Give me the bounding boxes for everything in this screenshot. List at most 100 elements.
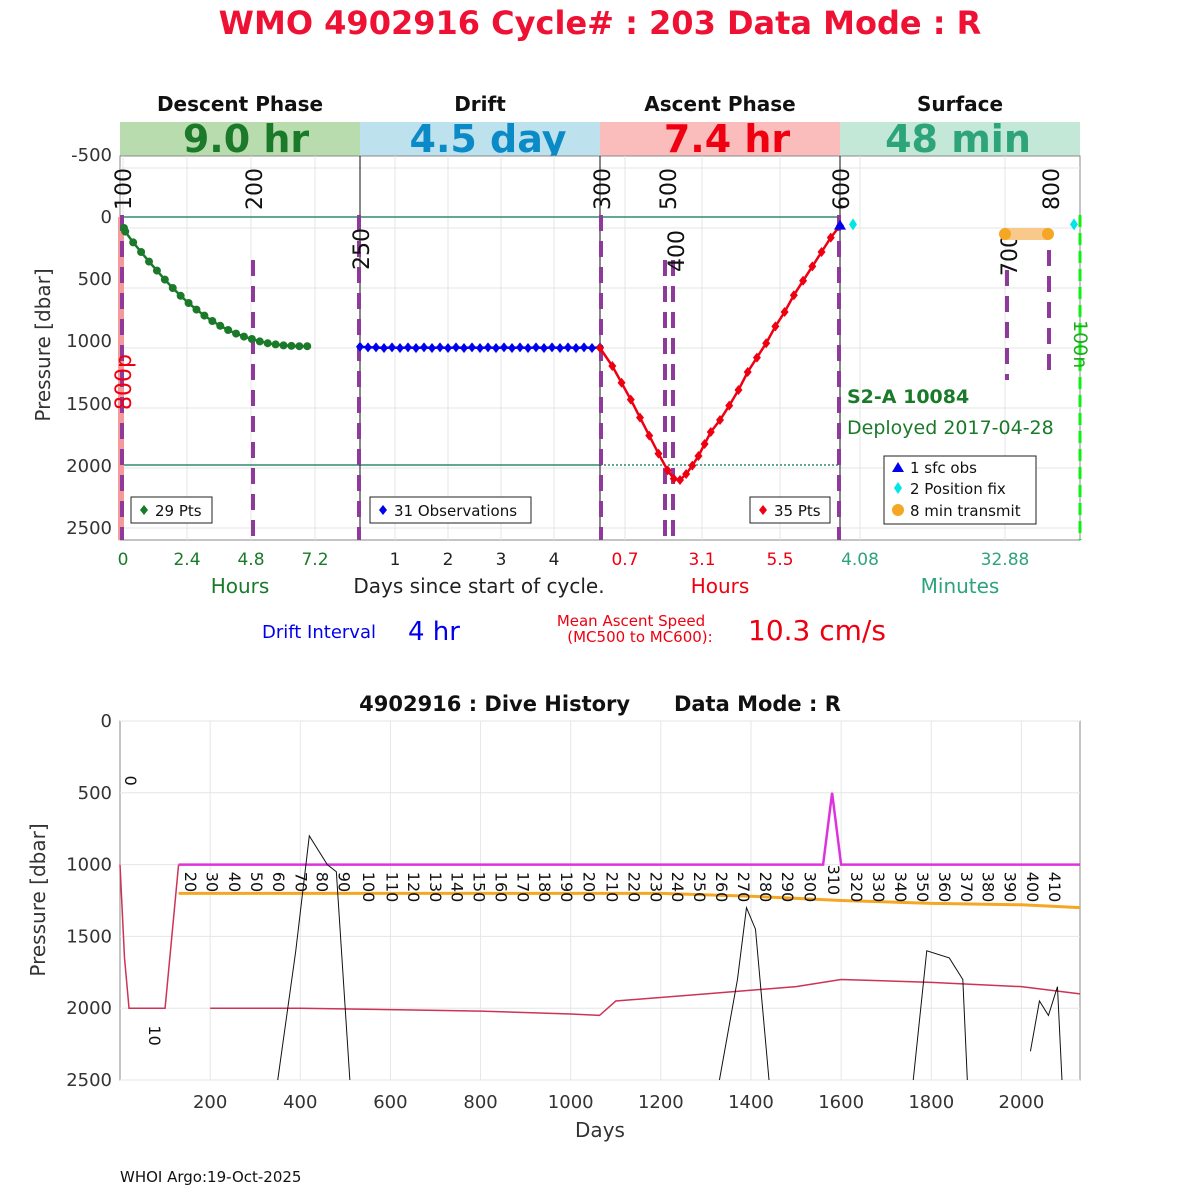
cycle-label: 90 (335, 872, 354, 892)
data-point (548, 342, 556, 353)
data-point (752, 352, 761, 363)
cycle-label: 250 (690, 872, 709, 903)
history-line (912, 950, 968, 1081)
drift-legend-text: 31 Observations (394, 502, 517, 520)
dive-history-xlabel: Days (575, 1118, 625, 1142)
data-point (184, 299, 193, 307)
x-tick-descent: 0 (118, 550, 129, 570)
data-point (364, 342, 372, 353)
data-point (271, 340, 280, 349)
history-line (210, 978, 1081, 1017)
cycle-label: 260 (712, 872, 731, 903)
xlabel-surface: Minutes (921, 574, 1000, 598)
data-point (444, 343, 452, 353)
ascent-speed-label-2: (MC500 to MC600): (567, 628, 712, 646)
top-ytick: 0 (101, 207, 112, 228)
data-point (556, 343, 564, 353)
data-point (694, 451, 703, 461)
data-point (476, 343, 484, 353)
data-point (532, 342, 540, 353)
cycle-label: 0 (121, 776, 140, 786)
figure-title: WMO 4902916 Cycle# : 203 Data Mode : R (219, 4, 982, 42)
data-point (263, 339, 272, 348)
phase-band-descent (120, 122, 360, 156)
data-point (654, 448, 663, 459)
data-point (137, 248, 146, 256)
ascent-series (596, 220, 844, 485)
top-ytick: 500 (78, 269, 112, 290)
position-fix-point (1070, 218, 1078, 231)
data-point (380, 343, 388, 353)
dive-history-xtick: 1200 (638, 1092, 684, 1113)
data-point (516, 342, 524, 353)
data-point (771, 321, 780, 332)
transmit-icon (892, 504, 904, 516)
data-point (617, 377, 626, 388)
cycle-label: 310 (824, 865, 843, 896)
data-point (682, 469, 691, 479)
data-point (596, 343, 604, 353)
mission-code-label: 300 (591, 168, 616, 210)
cycle-label: 30 (202, 872, 221, 892)
data-point (396, 343, 404, 353)
history-line (178, 891, 1081, 910)
cycle-label: 400 (1023, 872, 1042, 903)
data-point (388, 342, 396, 353)
top-ylabel: Pressure [dbar] (31, 268, 55, 421)
phase-duration-ascent: 7.4 hr (664, 117, 791, 161)
park-pressure-label: 800p (112, 354, 137, 410)
cycle-label: 280 (756, 872, 775, 903)
dive-history-xtick: 400 (283, 1092, 317, 1113)
cycle-label: 60 (269, 872, 288, 892)
cycle-label: 140 (448, 872, 467, 903)
xlabel-ascent: Hours (691, 574, 750, 598)
data-point (743, 367, 752, 377)
cycle-label: 120 (404, 872, 423, 903)
mission-code-label: 500 (657, 168, 682, 210)
cycle-label: 180 (535, 872, 554, 903)
data-point (192, 305, 201, 314)
top-ytick: -500 (71, 145, 112, 166)
data-point (789, 290, 798, 301)
phase-duration-descent: 9.0 hr (183, 117, 310, 161)
transmit-point (999, 228, 1011, 240)
cycle-label: 130 (426, 872, 445, 903)
history-line (178, 792, 1080, 866)
cycle-label: 20 (181, 872, 200, 892)
cycle-label: 240 (668, 872, 687, 903)
data-point (817, 247, 826, 257)
data-point (152, 266, 161, 275)
top-ytick: 2000 (66, 456, 112, 477)
data-point (636, 412, 644, 423)
data-point (287, 341, 296, 350)
float-id: S2-A 10084 (847, 386, 969, 408)
phase-duration-surface: 48 min (885, 117, 1031, 161)
data-point (121, 227, 130, 236)
ascent-speed-label-1: Mean Ascent Speed (557, 612, 705, 630)
data-point (436, 342, 444, 353)
data-point (588, 343, 596, 353)
data-point (645, 430, 654, 441)
dive-history-xtick: 2000 (999, 1092, 1045, 1113)
x-tick-ascent: 3.1 (688, 550, 715, 570)
mission-code-label: 600 (830, 168, 855, 210)
dive-history-series (119, 792, 1081, 1081)
mission-code-label: 100 (112, 168, 137, 210)
data-point (826, 232, 835, 243)
descent-legend: 29 Pts (130, 496, 213, 524)
data-point (200, 311, 209, 320)
footer-credit: WHOI Argo:19-Oct-2025 (120, 1168, 301, 1186)
data-point (420, 342, 428, 353)
phase-title-drift: Drift (454, 92, 506, 116)
data-point (500, 342, 508, 353)
data-point (492, 343, 500, 353)
data-point (404, 342, 412, 353)
cycle-label: 230 (646, 872, 665, 903)
cycle-label: 100 (359, 872, 378, 903)
phase-band-ascent (600, 122, 840, 156)
top-ytick: 1000 (66, 331, 112, 352)
xlabel-descent: Hours (211, 574, 270, 598)
data-point (762, 338, 771, 349)
x-tick-surface: 32.88 (981, 550, 1030, 570)
cycle-label: 10 (145, 1025, 164, 1045)
